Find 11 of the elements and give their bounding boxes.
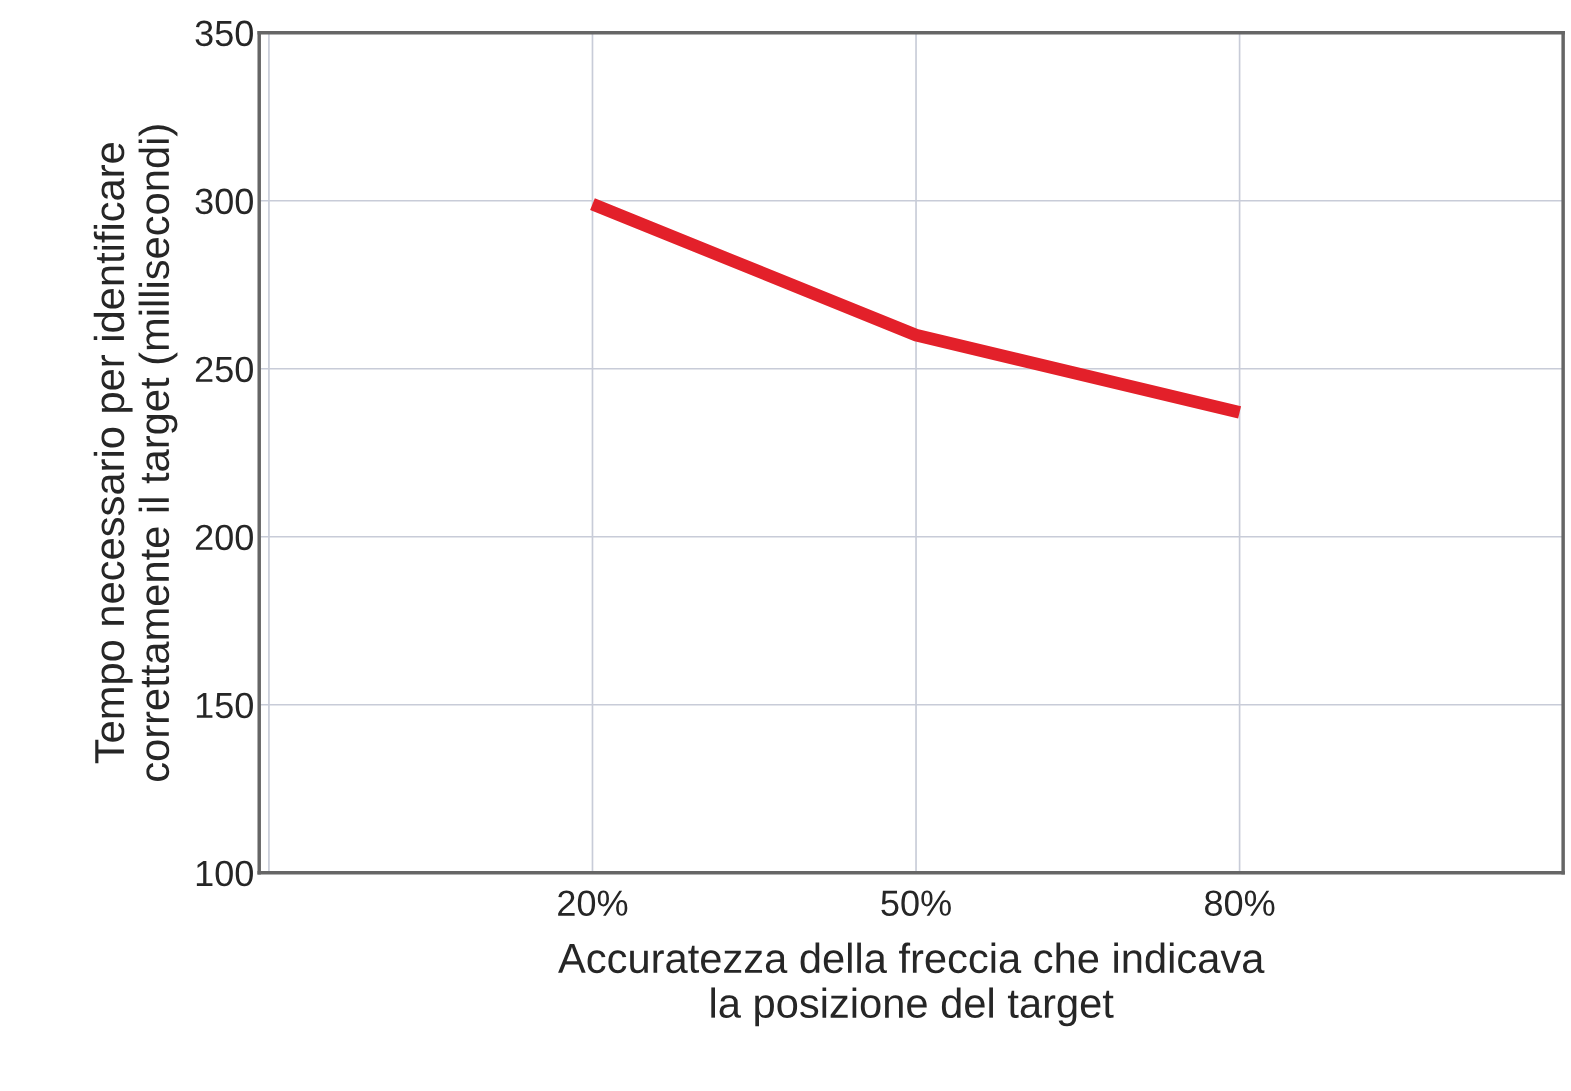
- y-tick-label: 350: [195, 20, 253, 47]
- x-axis-title: Accuratezza della freccia che indicava la posizione del target: [558, 942, 1265, 1027]
- y-tick-label: 200: [195, 524, 253, 551]
- y-tick-label: 150: [196, 692, 253, 719]
- x-tick-label: 20%: [558, 890, 628, 916]
- y-tick-label: 100: [196, 860, 253, 887]
- y-axis-title: Tempo necessario per identificare correttamente il target (millisecondi): [93, 125, 178, 781]
- y-tick-label: 300: [195, 188, 253, 215]
- x-tick-label: 80%: [1205, 890, 1275, 916]
- y-tick-label: 250: [195, 356, 253, 383]
- x-tick-label: 50%: [881, 890, 951, 916]
